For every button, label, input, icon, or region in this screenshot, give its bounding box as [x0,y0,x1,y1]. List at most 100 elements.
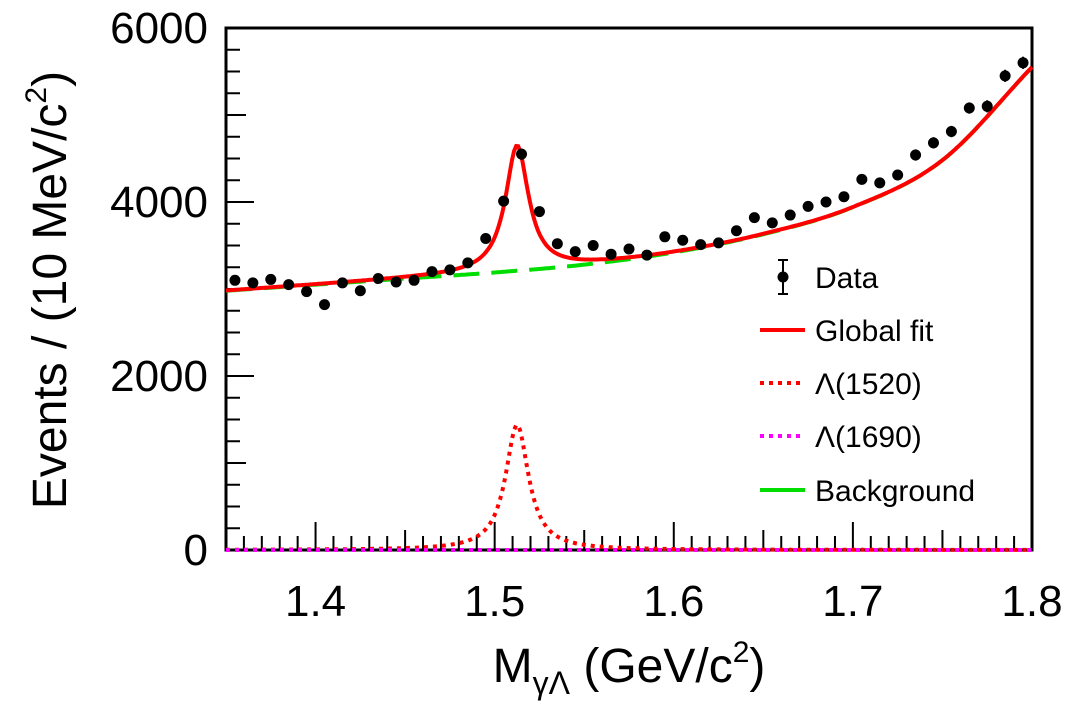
data-marker [963,102,975,114]
data-marker [730,225,742,237]
data-marker [354,285,366,297]
legend-label: Λ(1690) [815,421,922,454]
global-fit-curve [225,65,1034,293]
data-point [927,137,939,149]
data-point [963,102,975,114]
data-point [910,149,922,161]
data-marker [748,212,760,224]
data-marker [623,243,635,255]
data-point [265,273,277,285]
legend-label: Λ(1520) [815,368,922,401]
data-marker [659,231,671,243]
data-point [390,276,402,288]
legend-label: Data [815,262,879,295]
data-marker [247,277,259,289]
data-marker [336,277,348,289]
x-tick-label: 1.6 [643,577,704,626]
data-marker [945,126,957,138]
data-point [730,225,742,237]
data-point [408,274,420,286]
data-marker [766,217,778,229]
data-point [766,217,778,229]
data-point [319,299,331,311]
legend-item: Background [760,475,975,508]
data-marker [551,238,563,250]
data-point [820,196,832,208]
data-point [533,206,545,218]
data-point [587,240,599,251]
data-point [659,231,671,243]
data-marker [677,234,689,246]
data-marker [283,279,295,291]
data-point [301,286,313,298]
data-point [247,277,259,289]
data-point [874,177,886,189]
x-tick-label: 1.8 [1001,577,1062,626]
data-marker [605,248,617,260]
data-point [677,234,689,246]
y-tick-label: 6000 [110,4,208,53]
data-marker [426,266,438,278]
data-marker [444,264,456,276]
data-point [695,239,707,251]
data-point [372,273,384,285]
data-marker [999,70,1011,82]
x-tick-label: 1.7 [822,577,883,626]
data-marker [856,173,868,185]
data-point [802,200,814,212]
data-marker [587,240,599,251]
data-point [480,233,492,245]
data-point [605,248,617,260]
data-marker [480,233,492,245]
data-marker [516,148,528,160]
legend-marker [777,271,789,283]
data-marker [981,100,993,112]
data-point [354,285,366,297]
x-axis-title: MγΛ (GeV/c2) [493,636,766,701]
x-tick-label: 1.5 [464,577,525,626]
data-marker [820,196,832,208]
data-marker [372,273,384,285]
data-point [856,173,868,185]
data-marker [874,177,886,189]
lambda1520-curve [226,422,1032,552]
data-marker [301,286,313,298]
data-point [1017,56,1029,69]
data-marker [892,169,904,181]
data-point [551,238,563,250]
data-point [444,264,456,276]
data-marker [408,274,420,286]
data-point [336,277,348,289]
data-marker [802,200,814,212]
data-marker [695,239,707,251]
data-point [498,195,510,207]
data-marker [910,149,922,161]
data-marker [713,237,725,249]
tick-labels: 1.4 1.5 1.6 1.7 1.8 0 2000 4000 6000 [110,4,1062,626]
data-point [623,243,635,255]
data-point [641,249,653,261]
legend-item: Λ(1690) [760,421,922,454]
data-point [713,237,725,249]
data-point [981,100,993,113]
legend: Data Global fit Λ(1520) Λ(1690) Background [760,259,975,508]
data-point [569,246,581,258]
y-axis-title: Events / (10 MeV/c2) [20,71,77,509]
y-tick-label: 4000 [110,178,208,227]
data-marker [641,249,653,261]
data-marker [838,191,850,203]
y-tick-label: 0 [184,526,208,575]
data-point [999,69,1011,82]
data-marker [569,246,581,258]
data-marker [319,299,331,311]
legend-label: Background [815,475,975,508]
axis-ticks [225,27,1033,551]
data-point [283,279,295,291]
data-point [426,266,438,278]
data-point [229,274,241,286]
data-marker [265,273,277,285]
plot-frame [224,26,1034,552]
data-marker [462,257,474,269]
data-point [748,212,760,224]
